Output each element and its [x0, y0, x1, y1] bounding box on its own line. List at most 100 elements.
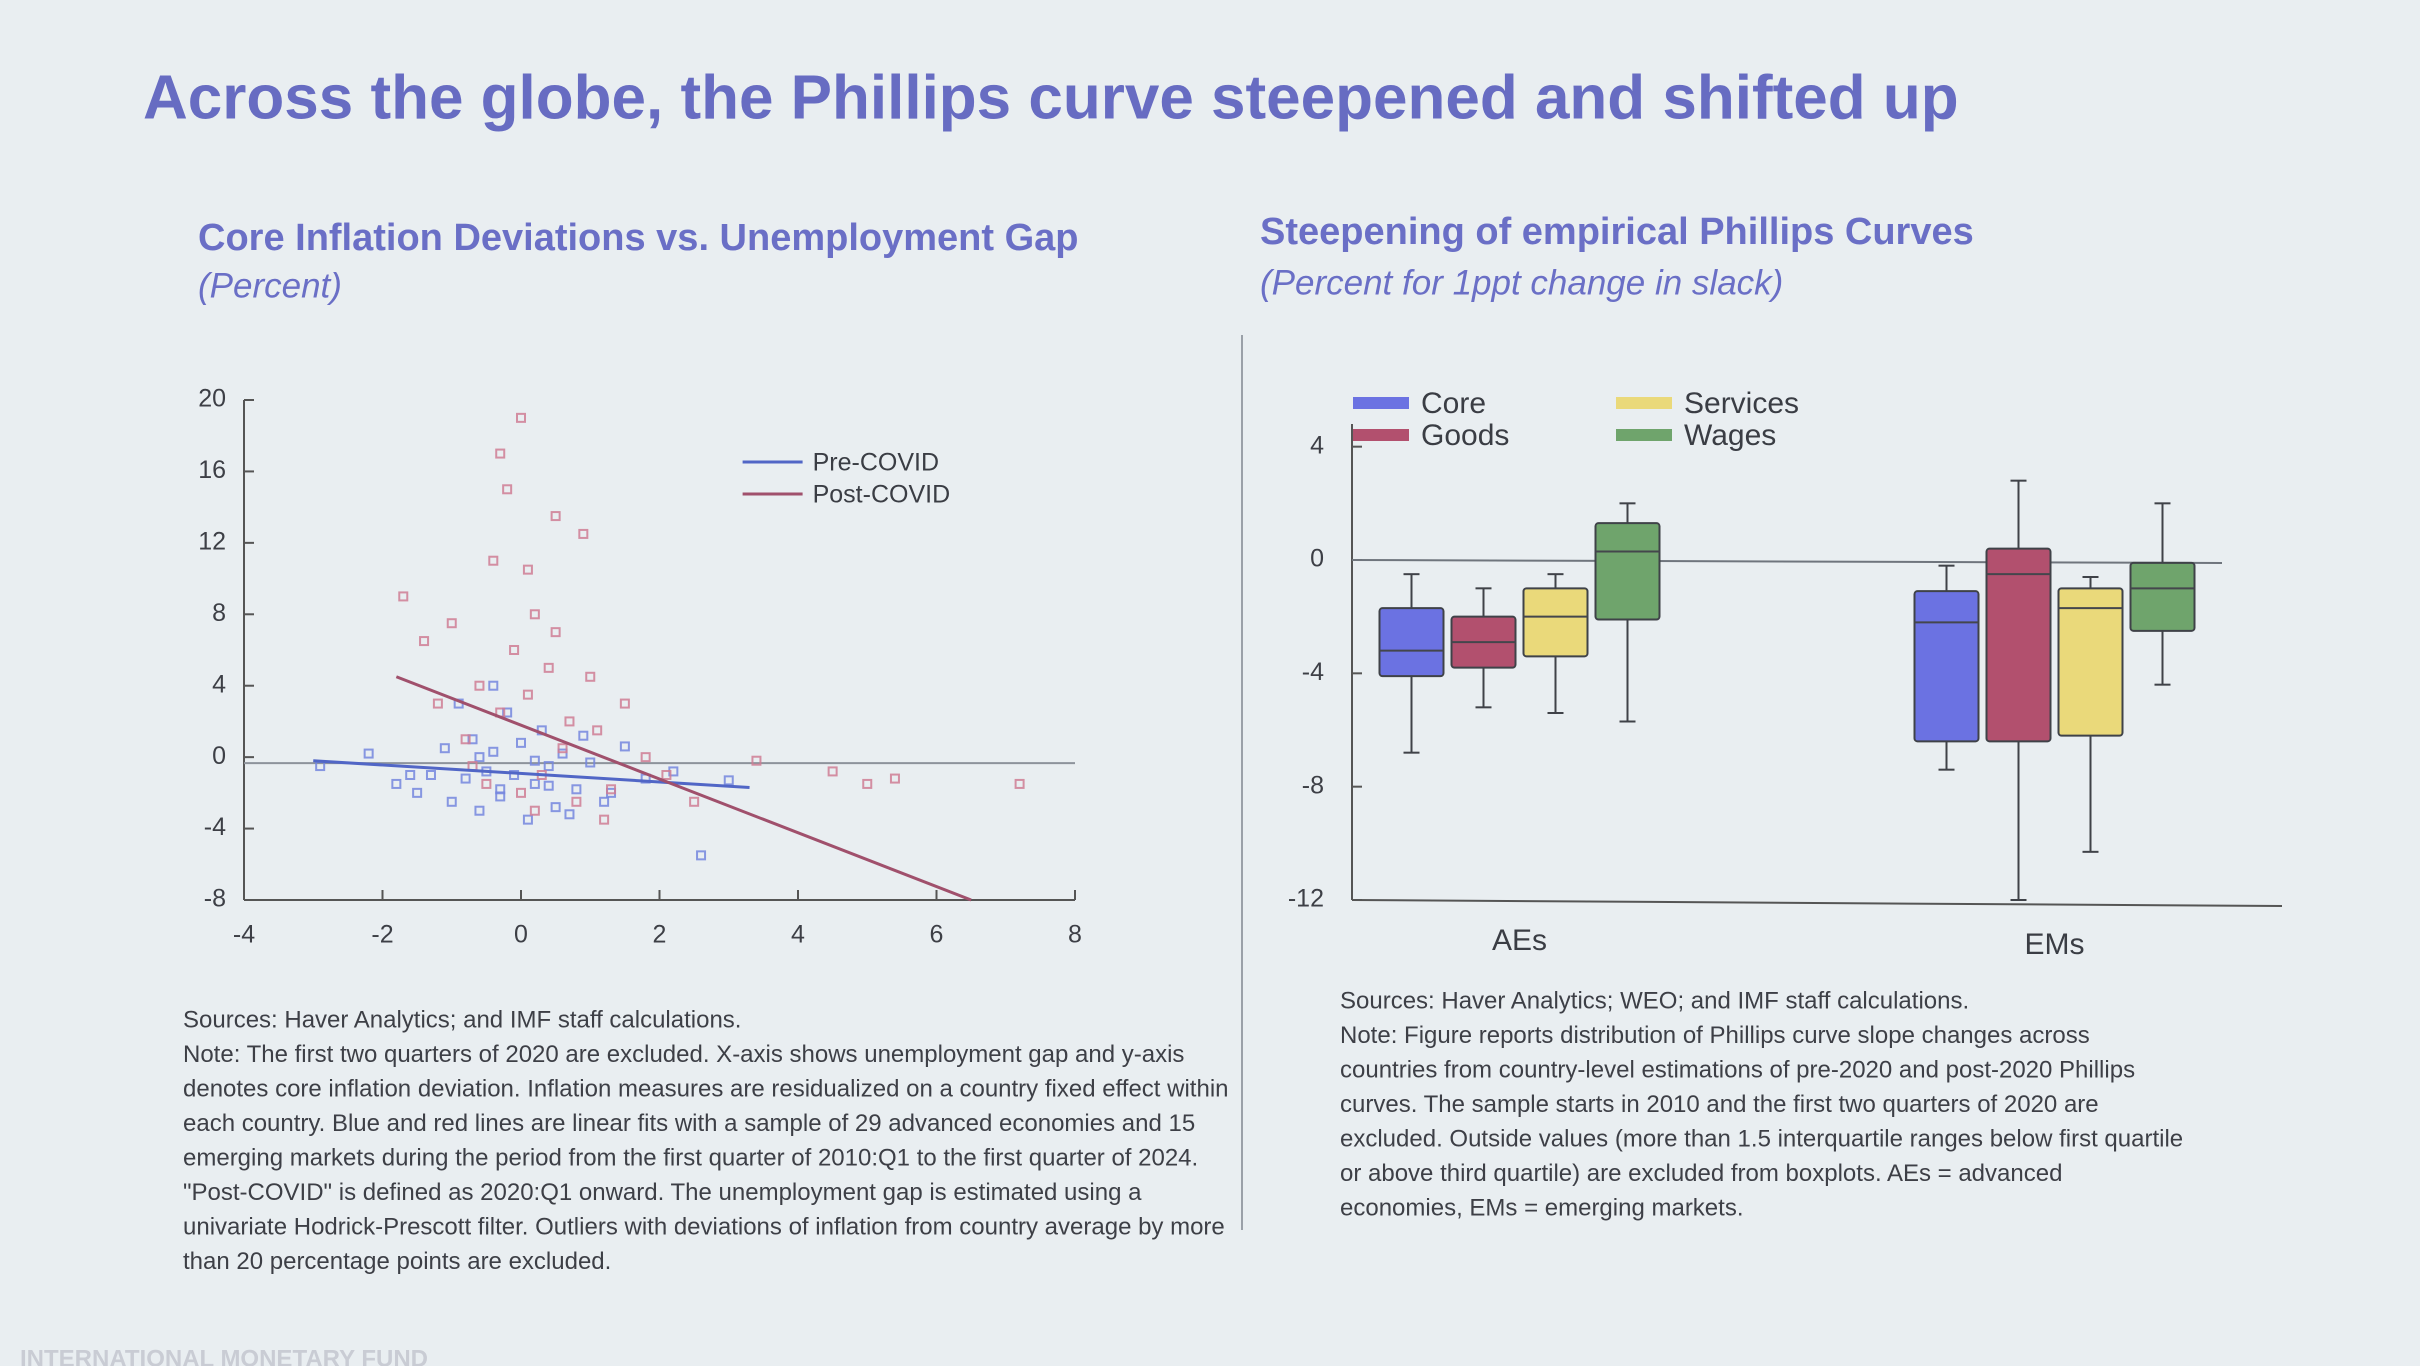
y-tick-label: 0: [1310, 545, 1324, 573]
scatter-point: [550, 511, 561, 522]
note: "Post-COVID" is defined as 2020:Q1 onwar…: [183, 1179, 1142, 1206]
scatter-point: [599, 814, 610, 825]
scatter-point: [516, 737, 526, 748]
scatter-point: [522, 814, 533, 825]
scatter-point: [578, 730, 589, 741]
scatter-point: [467, 734, 478, 745]
box: [1913, 590, 1980, 743]
scatter-point: [696, 850, 707, 861]
legend-label: Pre-COVID: [813, 449, 939, 477]
note: curves. The sample starts in 2010 and th…: [1340, 1091, 2099, 1118]
scatter-point: [1014, 778, 1025, 789]
scatter-point: [889, 773, 900, 784]
scatter-point: [522, 689, 533, 700]
fit-line: [313, 759, 750, 789]
legend-label: Core: [1421, 387, 1486, 420]
legend-label: Wages: [1684, 419, 1776, 452]
scatter-point: [689, 796, 700, 807]
scatter-point: [516, 787, 526, 798]
scatter-point: [599, 796, 610, 807]
scatter-point: [661, 770, 672, 780]
scatter-point: [564, 716, 575, 727]
scatter-point: [619, 698, 630, 709]
scatter-point: [460, 734, 471, 745]
scatter-point: [529, 778, 540, 789]
scatter-point: [862, 778, 873, 789]
note: univariate Hodrick-Prescott filter. Outl…: [183, 1213, 1225, 1240]
legend-label: Goods: [1421, 419, 1509, 452]
legend-label: Post-COVID: [813, 481, 951, 509]
y-tick-label: 16: [198, 456, 226, 484]
note: emerging markets during the period from …: [183, 1144, 1198, 1171]
y-tick-label: -12: [1288, 885, 1324, 913]
scatter-point: [543, 780, 554, 791]
scatter-point: [419, 636, 430, 647]
chart-title: Steepening of empirical Phillips Curves: [1260, 211, 1974, 253]
box: [1985, 547, 2052, 743]
box: [2129, 561, 2196, 632]
scatter-point: [543, 761, 554, 772]
note: Note: The first two quarters of 2020 are…: [183, 1041, 1184, 1068]
scatter-point: [391, 778, 402, 789]
note: denotes core inflation deviation. Inflat…: [183, 1075, 1229, 1102]
scatter-point: [412, 787, 423, 798]
scatter-point: [578, 528, 589, 539]
scatter-point: [495, 784, 506, 795]
scatter-point: [474, 752, 485, 763]
note: economies, EMs = emerging markets.: [1340, 1194, 1744, 1221]
note: than 20 percentage points are excluded.: [183, 1248, 611, 1275]
box: [1522, 587, 1589, 658]
fit-line: [395, 675, 972, 902]
scatter-point: [557, 748, 568, 759]
chart-title: Core Inflation Deviations vs. Unemployme…: [198, 217, 1079, 259]
x-tick-label: 6: [930, 921, 944, 949]
scatter-point: [495, 448, 506, 459]
y-tick-label: 20: [198, 385, 226, 413]
scatter-point: [557, 743, 568, 754]
scatter-point: [481, 778, 492, 789]
scatter-point: [751, 755, 762, 766]
scatter-point: [488, 746, 499, 757]
x-tick-label: 0: [514, 921, 528, 949]
note: or above third quartile) are excluded fr…: [1340, 1160, 2062, 1187]
scatter-point: [529, 805, 540, 816]
scatter-point: [460, 773, 471, 784]
x-tick-label: -2: [371, 921, 393, 949]
scatter-point: [502, 707, 513, 718]
legend-swatch: [1616, 429, 1672, 441]
scatter-point: [509, 770, 520, 780]
x-tick-label: -4: [233, 921, 255, 949]
scatter-point: [516, 412, 526, 423]
scatter-point: [571, 784, 582, 795]
x-axis: [1351, 899, 2283, 907]
x-tick-label: 4: [791, 921, 805, 949]
note: Sources: Haver Analytics; and IMF staff …: [183, 1006, 741, 1033]
y-tick-label: 4: [212, 670, 226, 698]
note: excluded. Outside values (more than 1.5 …: [1340, 1125, 2183, 1152]
scatter-point: [723, 775, 734, 786]
scatter-point: [585, 757, 596, 768]
chart-subtitle: (Percent): [198, 266, 342, 305]
scatter-point: [529, 755, 540, 766]
scatter-point: [432, 698, 443, 709]
y-tick-label: -8: [1302, 771, 1324, 799]
scatter-point: [592, 725, 603, 736]
scatter-point: [439, 743, 450, 754]
scatter-point: [585, 671, 596, 682]
legend-swatch: [1353, 429, 1409, 441]
scatter-point: [509, 645, 520, 655]
scatter-point: [640, 752, 651, 763]
scatter-point: [522, 564, 533, 575]
x-tick-label: EMs: [2025, 928, 2085, 961]
legend-label: Services: [1684, 387, 1799, 420]
scatter-point: [529, 609, 540, 620]
scatter-point: [446, 618, 457, 629]
legend-swatch: [1353, 397, 1409, 409]
box: [1594, 522, 1661, 621]
scatter-point: [502, 484, 513, 495]
box: [2057, 587, 2124, 737]
scatter-point: [550, 802, 561, 813]
note: Sources: Haver Analytics; WEO; and IMF s…: [1340, 987, 1969, 1014]
